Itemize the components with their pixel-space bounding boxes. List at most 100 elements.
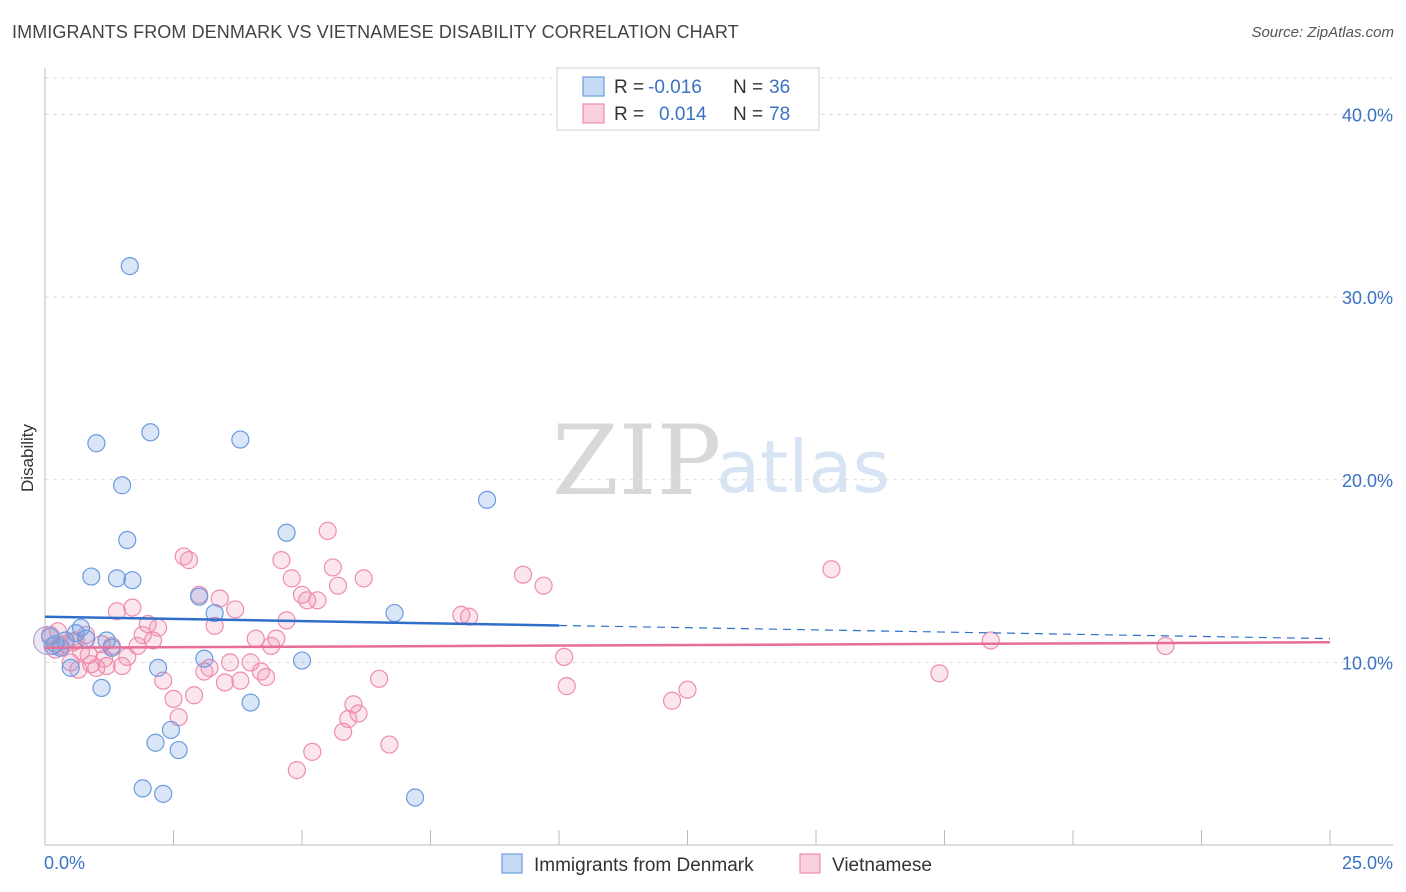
bottom-legend-label-denmark: Immigrants from Denmark <box>534 855 754 876</box>
trend-lines <box>44 615 1331 650</box>
vietnamese-point <box>308 591 327 610</box>
denmark-point <box>161 720 181 740</box>
y-tick-label: 10.0% <box>1342 653 1393 673</box>
vietnamese-point <box>328 576 348 595</box>
denmark-point <box>405 788 425 807</box>
legend-r-label-denmark: R = <box>614 77 644 98</box>
vietnamese-point <box>79 645 98 665</box>
denmark-point <box>118 530 137 550</box>
vietnamese-point <box>164 689 183 709</box>
vietnamese-point <box>107 602 127 621</box>
vietnamese-point <box>179 551 199 570</box>
denmark-point <box>61 658 80 677</box>
y-axis-title: Disability <box>18 423 37 492</box>
vietnamese-point <box>557 677 576 696</box>
vietnamese-point <box>226 600 245 619</box>
vietnamese-point <box>344 695 363 714</box>
vietnamese-point <box>231 671 250 690</box>
vietnamese-point <box>267 629 286 648</box>
vietnamese-point <box>282 569 301 588</box>
vietnamese-point <box>112 656 132 676</box>
vietnamese-trend-line <box>44 641 1331 650</box>
vietnamese-point <box>662 691 682 710</box>
denmark-point <box>385 603 404 623</box>
denmark-point <box>241 693 260 712</box>
denmark-point <box>169 740 188 760</box>
chart-title: IMMIGRANTS FROM DENMARK VS VIETNAMESE DI… <box>12 22 739 42</box>
vietnamese-point <box>323 558 342 577</box>
legend-swatch-vietnamese <box>582 103 605 124</box>
vietnamese-point <box>287 761 306 780</box>
vietnamese-point <box>133 625 152 645</box>
denmark-trend-line-extension <box>558 624 1331 640</box>
vietnamese-point <box>318 521 337 540</box>
denmark-point <box>205 603 224 623</box>
denmark-point <box>92 678 111 698</box>
vietnamese-point <box>822 560 841 579</box>
vietnamese-point <box>256 667 276 687</box>
denmark-point <box>107 569 127 588</box>
legend-n-label-denmark: N = <box>733 77 763 98</box>
legend-swatch-denmark <box>582 76 605 97</box>
denmark-point <box>77 629 96 648</box>
bottom-legend-swatch-denmark <box>501 853 523 874</box>
denmark-point <box>277 523 296 542</box>
denmark-points <box>32 256 497 807</box>
correlation-legend: R = -0.016 N = 36 R = 0.014 N = 78 <box>556 67 820 131</box>
x-tick-min: 0.0% <box>44 853 85 873</box>
vietnamese-point <box>298 591 317 610</box>
vietnamese-point <box>534 576 553 595</box>
denmark-point <box>190 587 209 606</box>
vietnamese-point <box>205 616 224 635</box>
denmark-point <box>195 649 214 668</box>
denmark-point <box>71 618 91 637</box>
grid-lines <box>45 77 1393 663</box>
bottom-legend-label-vietnamese: Vietnamese <box>832 855 932 876</box>
denmark-point <box>477 490 497 509</box>
vietnamese-point <box>148 618 168 637</box>
vietnamese-point <box>370 669 389 688</box>
legend-n-value-vietnamese: 78 <box>769 104 790 125</box>
vietnamese-point <box>380 735 399 754</box>
vietnamese-point <box>1156 636 1175 656</box>
axes <box>44 68 1393 846</box>
vietnamese-point <box>981 631 1000 650</box>
denmark-point <box>141 423 160 442</box>
vietnamese-point <box>930 664 949 683</box>
y-tick-label: 30.0% <box>1342 288 1393 308</box>
vietnamese-point <box>459 607 479 626</box>
denmark-point <box>231 430 250 449</box>
denmark-point <box>66 624 85 643</box>
series-legend: Immigrants from Denmark Vietnamese <box>501 853 932 876</box>
legend-n-value-denmark: 36 <box>769 77 790 98</box>
denmark-point <box>133 779 152 798</box>
denmark-point <box>154 784 173 803</box>
vietnamese-point <box>200 658 219 677</box>
vietnamese-point <box>215 673 234 692</box>
legend-r-value-denmark: -0.016 <box>648 77 702 98</box>
vietnamese-point <box>678 680 697 699</box>
bottom-legend-swatch-vietnamese <box>799 853 821 874</box>
y-tick-labels: 10.0% 20.0% 30.0% 40.0% <box>1342 106 1393 674</box>
legend-r-label-vietnamese: R = <box>614 104 644 125</box>
vietnamese-point <box>97 656 116 676</box>
vietnamese-point <box>272 551 291 570</box>
vietnamese-points <box>41 521 1175 780</box>
denmark-point <box>123 571 142 590</box>
y-tick-label: 40.0% <box>1342 106 1393 126</box>
vietnamese-point <box>220 653 240 672</box>
y-tick-label: 20.0% <box>1342 471 1393 491</box>
denmark-point <box>148 658 168 677</box>
vietnamese-point <box>246 629 265 648</box>
vietnamese-point <box>303 742 322 761</box>
vietnamese-point <box>354 569 373 588</box>
watermark-atlas: atlas <box>716 425 890 509</box>
vietnamese-point <box>349 704 368 723</box>
vietnamese-point <box>241 653 260 672</box>
legend-n-label-vietnamese: N = <box>733 104 763 125</box>
denmark-point <box>87 434 106 453</box>
watermark-zip: ZIP <box>552 405 721 517</box>
source-label: Source: ZipAtlas.com <box>1251 24 1394 41</box>
cluster-point <box>32 625 63 656</box>
